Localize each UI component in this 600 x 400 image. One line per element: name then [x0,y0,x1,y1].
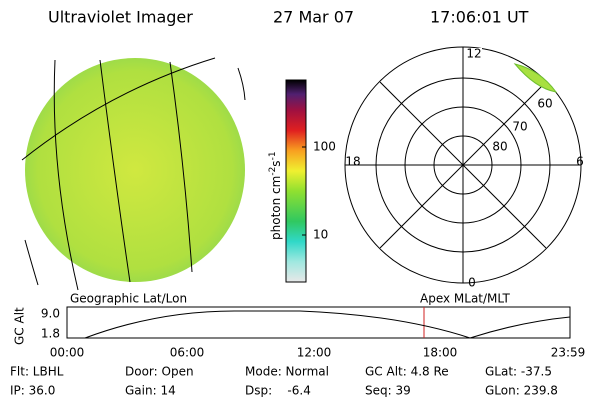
mlt-label: 18 [345,155,360,169]
title: Ultraviolet Imager [48,8,193,27]
date: 27 Mar 07 [273,8,354,27]
polar-plot: 12 18 6 0 60 70 80 [344,46,584,290]
status-field: Gain: 14 [125,384,176,398]
x-tick-label: 00:00 [50,346,85,360]
altitude-plot: Geographic Lat/Lon Apex MLat/MLT 9.0 1.8… [13,292,586,360]
time: 17:06:01 UT [430,8,529,27]
mlt-label: 12 [466,47,481,61]
status-field: Flt: LBHL [10,365,64,379]
mlt-label: 6 [576,155,584,169]
colorbar-tick: 100 [313,140,336,154]
y-axis-label: GC Alt [13,307,27,345]
plot-title: Apex MLat/MLT [420,292,510,306]
mlat-label: 80 [492,140,507,154]
status-field: Mode: Normal [245,365,329,379]
status-field: GLat: -37.5 [485,365,552,379]
status-field: GC Alt: 4.8 Re [365,365,449,379]
colorbar-label: photon cm-2s-1 [268,151,283,240]
x-tick-label: 12:00 [297,346,332,360]
colorbar-tick: 10 [313,228,328,242]
mlat-label: 60 [537,97,552,111]
y-tick-label: 1.8 [41,327,60,341]
status-field: Seq: 39 [365,384,411,398]
x-tick-label: 06:00 [170,346,205,360]
colorbar [285,79,307,283]
plot-title: Geographic Lat/Lon [70,292,187,306]
x-tick-label: 18:00 [423,346,458,360]
mlt-label: 0 [468,276,476,290]
x-tick-label: 23:59 [551,346,586,360]
status-field: GLon: 239.8 [485,384,558,398]
status-field: Door: Open [125,365,194,379]
mlat-label: 70 [512,120,527,134]
earth-image [21,57,246,291]
footer: Flt: LBHL Door: Open Mode: Normal GC Alt: 4… [10,365,558,398]
status-field: Dsp: -6.4 [245,384,311,398]
y-tick-label: 9.0 [41,307,60,321]
status-field: IP: 36.0 [10,384,55,398]
